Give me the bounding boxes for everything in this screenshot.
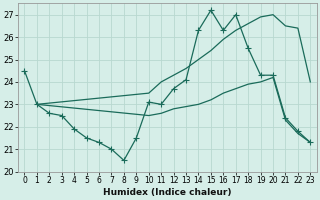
X-axis label: Humidex (Indice chaleur): Humidex (Indice chaleur): [103, 188, 232, 197]
